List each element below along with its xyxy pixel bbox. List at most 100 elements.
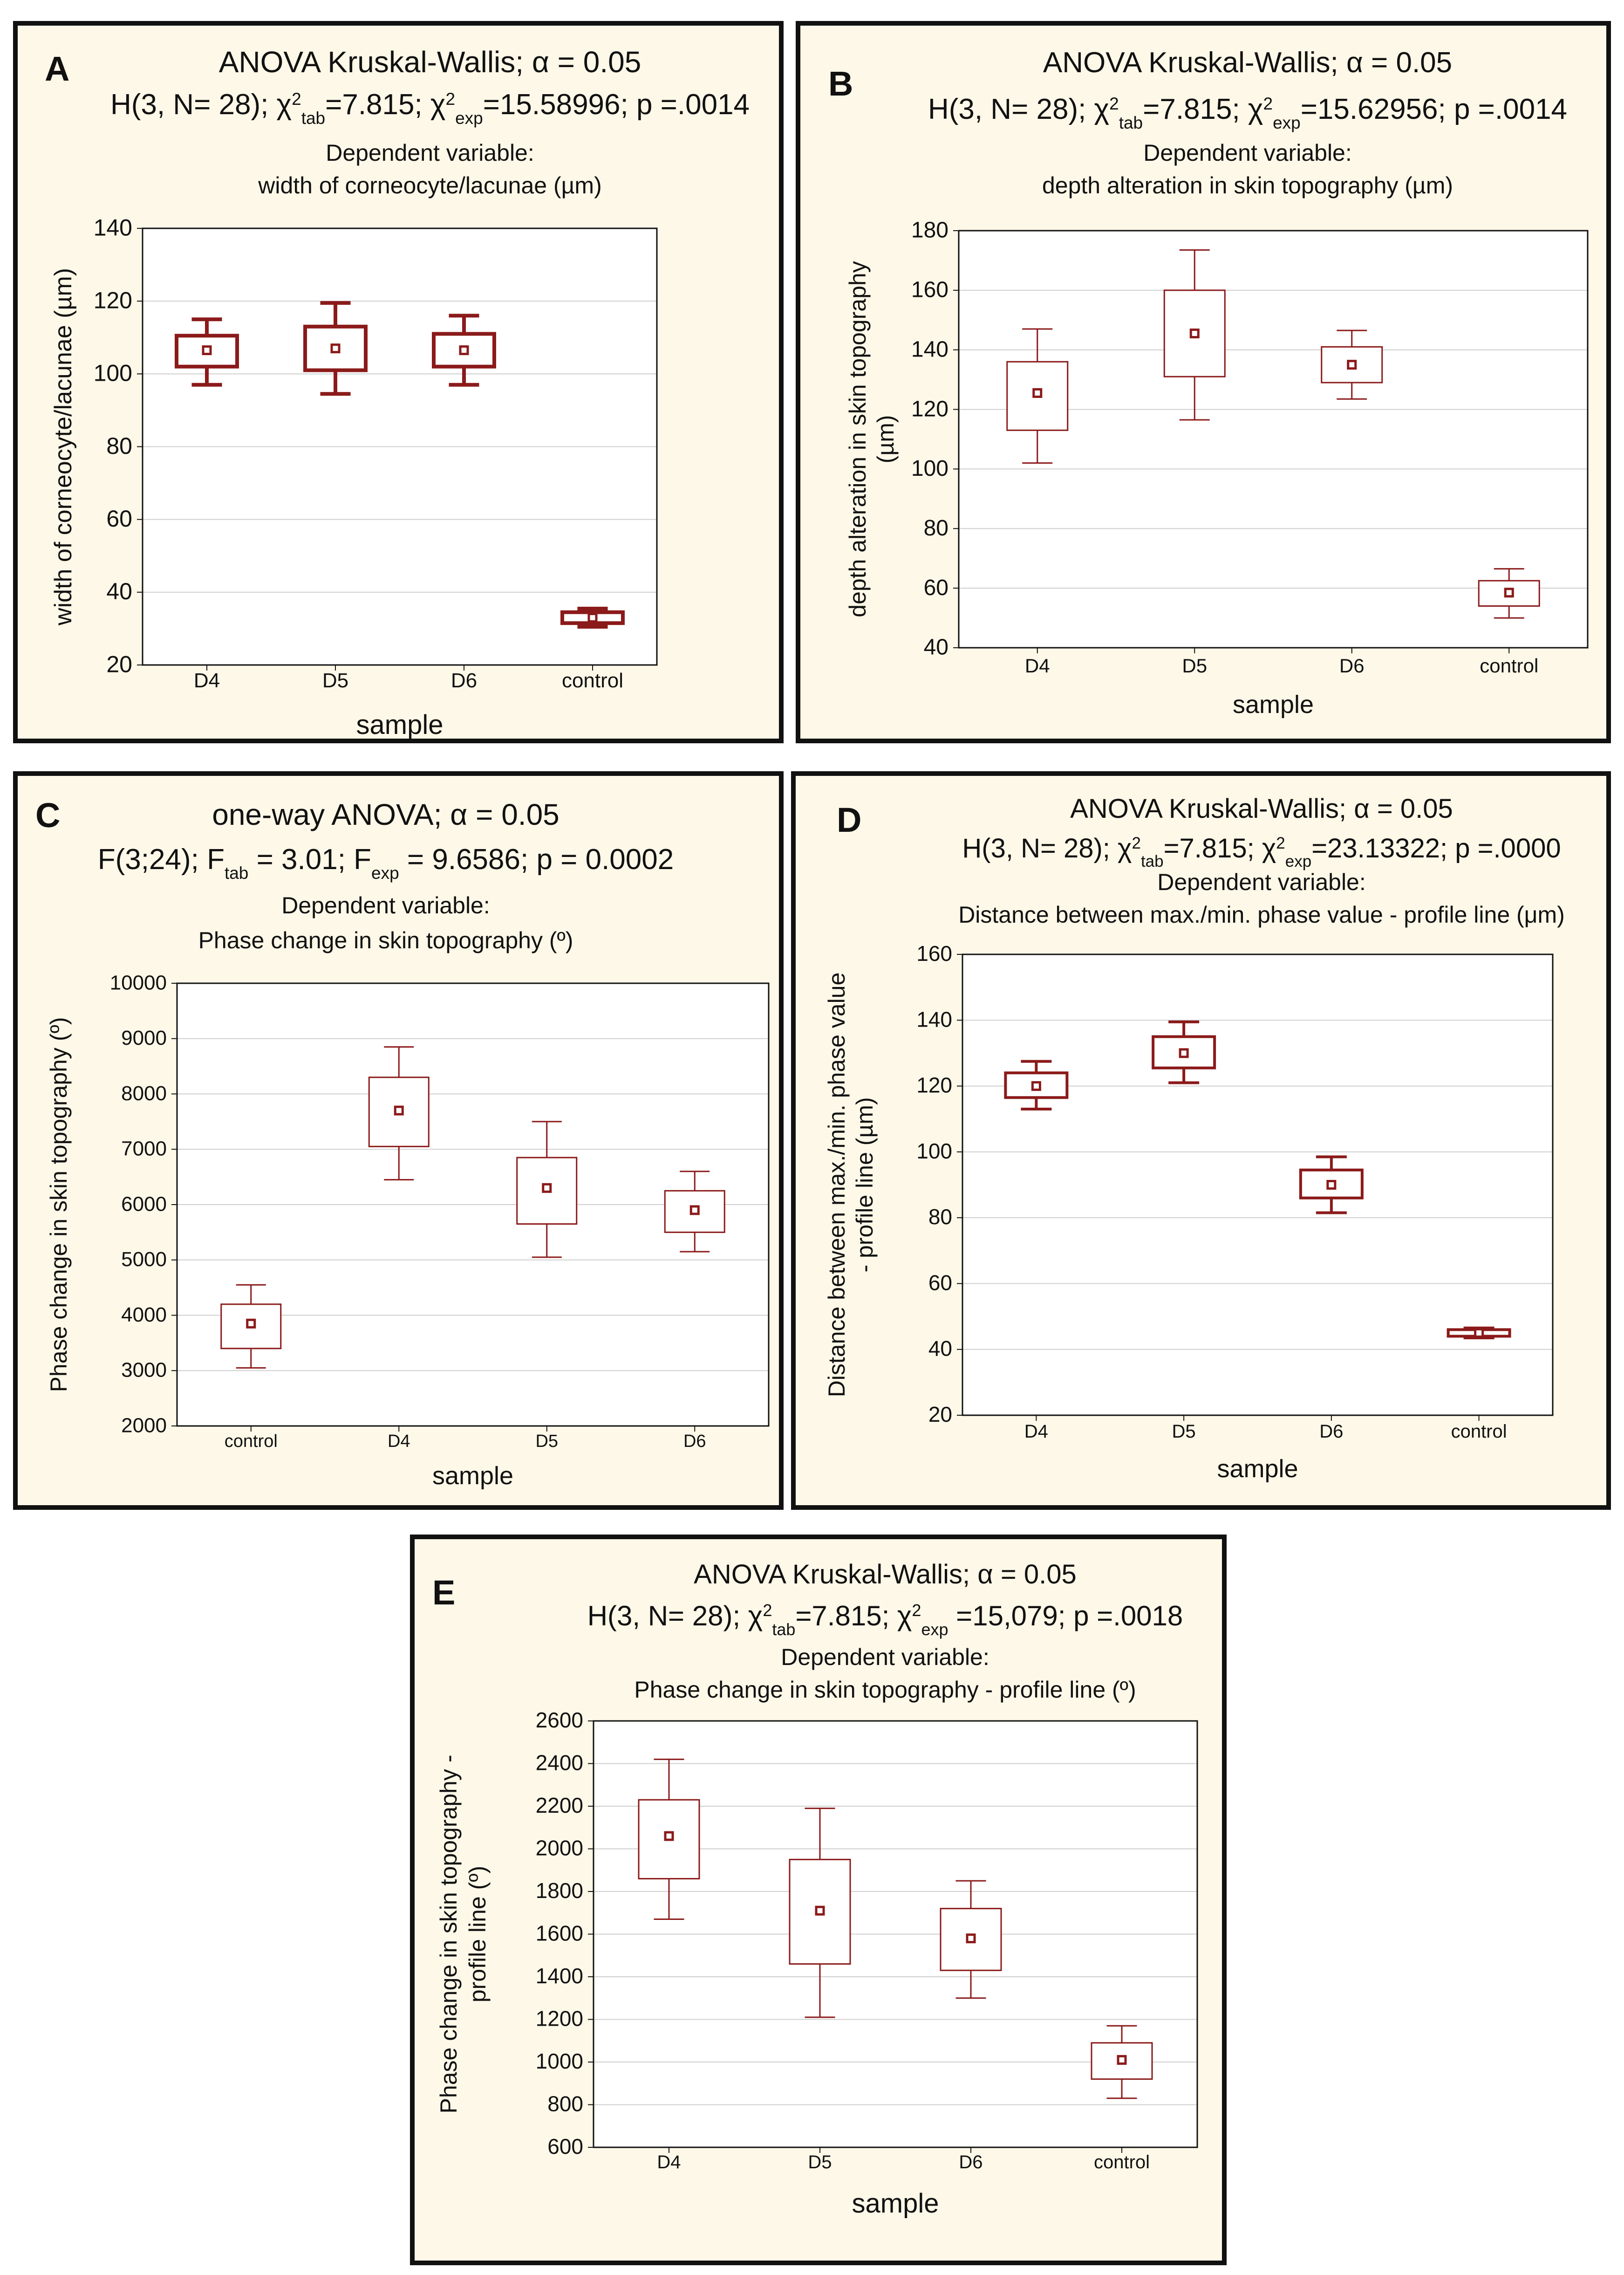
median-marker [1179,1048,1189,1058]
y-tick-label: 40 [928,1336,952,1361]
chart-b: B ANOVA Kruskal-Wallis; α = 0.05 H(3, N= 2… [828,47,1589,719]
x-tick-label: control [225,1432,278,1451]
x-tick-label: control [562,669,623,692]
y-tick-label: 9000 [121,1027,167,1049]
y-tick-label: 8000 [121,1082,167,1105]
box-d4 [1004,1060,1069,1111]
panel-d: D ANOVA Kruskal-Wallis; α = 0.05 H(3, N= 2… [791,771,1611,1510]
y-axis-label: depth alteration in skin topography(µm) [845,261,899,617]
plot-frame [176,982,770,1427]
median-marker [542,1183,552,1193]
dependent-label: Dependent variable: [1157,869,1366,895]
plot-area [962,954,1553,1415]
y-tick-label: 140 [94,214,132,240]
panel-letter: D [837,801,861,839]
x-tick-label: D5 [1172,1421,1196,1442]
box-d6 [664,1171,725,1253]
chart-title: ANOVA Kruskal-Wallis; α = 0.05 [219,45,641,79]
y-tick-label: 120 [94,288,132,314]
y-tick-label: 180 [911,218,948,243]
plot-frame [142,227,658,666]
plot-area [959,231,1588,648]
y-tick-label: 80 [106,433,132,459]
box-d5 [303,301,368,396]
median-marker [202,345,212,356]
box-d6 [1321,329,1383,400]
stat-line: F(3;24); Ftab = 3.01; Fexp = 9.6586; p =… [98,843,674,883]
y-tick-label: 800 [547,2092,583,2116]
y-tick-label: 6000 [121,1192,167,1215]
y-tick-label: 20 [106,651,132,677]
x-axis-label: sample [852,2188,939,2219]
x-tick-label: D6 [683,1432,706,1451]
y-tick-label: 120 [911,397,948,421]
x-tick-label: D5 [808,2152,832,2172]
y-tick-label: 1400 [536,1964,583,1988]
x-tick-label: D6 [1339,655,1365,677]
x-tick-label: D5 [535,1432,558,1451]
y-tick-label: 2000 [121,1414,167,1437]
y-tick-label: 80 [928,1205,952,1229]
panel-letter: C [35,796,60,835]
y-tick-label: 100 [911,456,948,481]
box-d6 [1299,1155,1364,1214]
median-marker [1031,1081,1041,1091]
dependent-label: Dependent variable: [781,1644,989,1670]
box-control [1091,2025,1153,2099]
median-marker [1032,388,1043,398]
median-marker [1189,329,1200,339]
box-d6 [432,314,496,387]
stat-line: H(3, N= 28); χ2tab=7.815; χ2exp =15,079;… [587,1600,1183,1639]
box-d4 [368,1046,430,1181]
y-tick-label: 160 [911,278,948,302]
dependent-name: depth alteration in skin topography (µm) [1042,172,1453,199]
box-control [1478,568,1540,619]
dependent-name: Phase change in skin topography - profil… [634,1677,1136,1703]
chart-d: D ANOVA Kruskal-Wallis; α = 0.05 H(3, N= 2… [824,794,1565,1483]
box-d4 [175,317,239,387]
chart-title: ANOVA Kruskal-Wallis; α = 0.05 [694,1559,1077,1590]
y-tick-label: 10000 [110,971,167,994]
y-tick-label: 4000 [121,1303,167,1326]
y-axis-label: Distance between max./min. phase value- … [824,973,878,1398]
chart-title: ANOVA Kruskal-Wallis; α = 0.05 [1070,794,1453,824]
y-tick-label: 2600 [536,1708,583,1732]
y-tick-label: 100 [916,1139,952,1163]
y-tick-label: 60 [106,506,132,532]
x-tick-label: D6 [959,2152,983,2172]
box-d5 [1152,1020,1216,1084]
x-tick-label: control [1094,2152,1150,2172]
median-marker [1504,588,1514,598]
y-tick-label: 80 [924,516,948,541]
median-marker [815,1905,825,1916]
x-axis-label: sample [1217,1455,1298,1483]
median-marker [1347,360,1357,370]
y-tick-label: 60 [924,576,948,600]
y-tick-label: 1000 [536,2049,583,2073]
y-tick-label: 120 [916,1073,952,1097]
x-axis-label: sample [1233,691,1314,719]
dependent-name: width of corneocyte/lacunae (µm) [258,172,601,199]
median-marker [246,1318,256,1329]
y-tick-label: 600 [547,2134,583,2159]
panel-letter: A [45,49,69,88]
median-marker [689,1205,700,1215]
median-marker [587,612,598,623]
chart-e: E ANOVA Kruskal-Wallis; α = 0.05 H(3, N= 2… [432,1559,1198,2219]
stat-line: H(3, N= 28); χ2tab=7.815; χ2exp=15.62956… [928,93,1567,132]
x-tick-label: D4 [388,1432,410,1451]
box-iqr [303,324,368,372]
plot-frame [962,953,1554,1416]
y-tick-label: 1600 [536,1921,583,1946]
y-axis-label: width of corneocyte/lacunae (µm) [50,268,77,626]
chart-a: A ANOVA Kruskal-Wallis; α = 0.05 H(3, N= 2… [45,45,750,739]
median-marker [459,345,469,356]
y-tick-label: 2400 [536,1751,583,1775]
box-d4 [638,1758,700,1920]
y-tick-label: 100 [94,360,132,386]
box-d4 [1006,328,1069,464]
x-tick-label: D6 [1319,1421,1343,1442]
box-iqr [1321,346,1383,384]
y-tick-label: 40 [106,578,132,604]
y-axis-label: Phase change in skin topography - profile… [436,1755,491,2114]
